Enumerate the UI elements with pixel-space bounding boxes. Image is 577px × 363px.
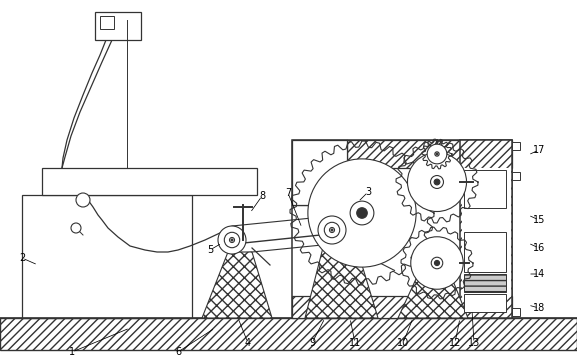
Circle shape [435, 152, 439, 156]
Text: 5: 5 [207, 245, 213, 255]
Text: 2: 2 [19, 253, 25, 263]
Bar [512, 172, 520, 180]
Circle shape [350, 201, 374, 225]
Text: 7: 7 [285, 188, 291, 198]
Bar [42, 168, 257, 195]
Text: 13: 13 [468, 338, 480, 348]
Bar [464, 294, 506, 312]
Circle shape [76, 193, 90, 207]
Bar [464, 274, 506, 292]
Text: 6: 6 [175, 347, 181, 357]
Polygon shape [398, 266, 468, 318]
Circle shape [318, 216, 346, 244]
Text: 9: 9 [309, 338, 315, 348]
Bar [512, 142, 520, 150]
Bar [0, 318, 577, 350]
Bar [464, 232, 506, 272]
Text: 14: 14 [533, 269, 545, 279]
Circle shape [230, 237, 234, 242]
Bar [292, 296, 512, 318]
Bar [292, 140, 347, 205]
Bar [512, 308, 520, 316]
Circle shape [71, 223, 81, 233]
Circle shape [427, 144, 447, 164]
Text: 18: 18 [533, 303, 545, 313]
Text: 11: 11 [349, 338, 361, 348]
Circle shape [224, 232, 239, 248]
Text: 16: 16 [533, 243, 545, 253]
Circle shape [430, 176, 444, 188]
Bar [95, 12, 141, 40]
Text: 17: 17 [533, 145, 545, 155]
Circle shape [436, 153, 438, 155]
Bar [462, 168, 510, 296]
Circle shape [231, 239, 233, 241]
Circle shape [329, 228, 335, 233]
Polygon shape [202, 252, 272, 318]
Bar [100, 16, 114, 29]
Bar [464, 170, 506, 208]
Circle shape [308, 159, 416, 267]
Bar [460, 140, 512, 318]
Bar [292, 140, 512, 168]
Circle shape [411, 237, 463, 289]
Bar [22, 195, 192, 318]
Text: 15: 15 [533, 215, 545, 225]
Circle shape [324, 222, 340, 238]
Text: 12: 12 [449, 338, 461, 348]
Text: 10: 10 [397, 338, 409, 348]
Bar [292, 140, 512, 318]
Text: 1: 1 [69, 347, 75, 357]
Polygon shape [305, 232, 378, 318]
Circle shape [434, 260, 440, 266]
Text: 3: 3 [365, 187, 371, 197]
Circle shape [431, 257, 443, 269]
Text: 4: 4 [245, 338, 251, 348]
Text: 8: 8 [259, 191, 265, 201]
Circle shape [218, 226, 246, 254]
Circle shape [331, 229, 333, 231]
Circle shape [357, 208, 368, 218]
Circle shape [407, 152, 467, 212]
Circle shape [434, 179, 440, 185]
